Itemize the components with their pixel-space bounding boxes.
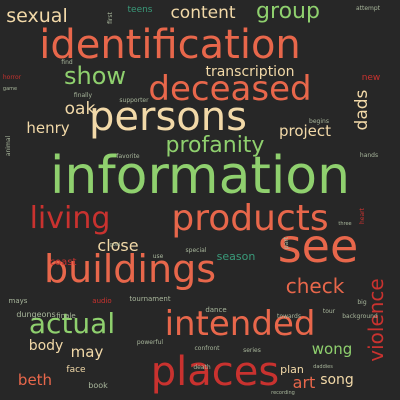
word-content: content xyxy=(170,3,235,23)
word-mays: mays xyxy=(9,297,28,305)
word-wong: wong xyxy=(312,340,352,358)
word-death: death xyxy=(193,364,211,371)
word-plan: plan xyxy=(280,363,304,376)
word-confront: confront xyxy=(194,345,220,352)
word-heart: heart xyxy=(359,207,366,224)
word-profanity: profanity xyxy=(166,133,265,158)
word-dance: dance xyxy=(205,306,226,314)
word-new: new xyxy=(362,73,381,83)
word-identification: identification xyxy=(39,22,301,68)
word-part: part xyxy=(283,236,290,249)
word-sexual: sexual xyxy=(6,5,67,27)
word-deceased: deceased xyxy=(148,69,311,109)
word-dads: dads xyxy=(352,89,372,130)
word-project: project xyxy=(279,122,331,140)
word-coast: coast xyxy=(50,257,77,268)
word-violence: violence xyxy=(364,278,388,361)
word-transcription: transcription xyxy=(205,64,294,80)
word-find: find xyxy=(61,59,73,66)
word-animal: animal xyxy=(5,136,12,157)
word-daddies: daddies xyxy=(313,364,333,370)
word-season: season xyxy=(217,250,256,263)
word-art: art xyxy=(293,373,316,392)
word-oak: oak xyxy=(65,99,96,119)
word-special: special xyxy=(186,247,207,254)
word-group: group xyxy=(256,0,320,24)
word-beth: beth xyxy=(18,371,52,389)
word-intended: intended xyxy=(165,304,316,344)
word-game: game xyxy=(3,86,17,92)
word-face: face xyxy=(66,365,86,375)
word-teens: teens xyxy=(128,5,153,15)
word-tour: tour xyxy=(323,308,336,315)
word-close: close xyxy=(97,236,138,255)
word-dungeons: dungeons xyxy=(16,310,55,319)
word-check: check xyxy=(286,274,345,298)
word-background: background xyxy=(342,313,378,320)
word-powerful: powerful xyxy=(137,339,163,346)
word-use: use xyxy=(153,253,164,260)
word-towards: towards xyxy=(277,313,301,320)
word-three: three xyxy=(338,221,351,227)
word-begins: begins xyxy=(309,118,329,125)
word-big: big xyxy=(357,299,366,306)
word-tournament: tournament xyxy=(129,295,171,303)
word-persons: persons xyxy=(89,94,247,140)
word-products: products xyxy=(171,198,328,239)
word-recording: recording xyxy=(271,390,295,396)
word-book: book xyxy=(88,381,108,390)
word-body: body xyxy=(29,338,64,354)
word-buildings: buildings xyxy=(44,247,216,291)
word-horror: horror xyxy=(3,74,22,81)
word-song: song xyxy=(320,372,354,388)
word-favorite: favorite xyxy=(116,153,139,160)
word-goal: goal xyxy=(110,242,121,248)
word-first: first xyxy=(107,11,114,23)
word-show: show xyxy=(64,62,126,90)
word-information: information xyxy=(50,146,350,206)
word-supporter: supporter xyxy=(119,97,149,104)
word-places: places xyxy=(151,349,279,395)
word-living: living xyxy=(30,201,111,236)
word-actual: actual xyxy=(29,307,115,340)
word-see: see xyxy=(278,219,359,273)
word-may: may xyxy=(71,343,104,361)
word-hands: hands xyxy=(360,152,378,159)
word-finally: finally xyxy=(74,92,93,99)
word-henry: henry xyxy=(26,119,69,137)
word-attempt: attempt xyxy=(356,5,381,12)
word-audio: audio xyxy=(92,297,111,305)
word-group: information identification personsdeceased… xyxy=(3,0,388,396)
word-series: series xyxy=(243,347,261,354)
word-finale: finale xyxy=(56,312,75,320)
